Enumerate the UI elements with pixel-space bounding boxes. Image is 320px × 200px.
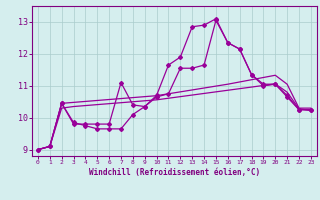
X-axis label: Windchill (Refroidissement éolien,°C): Windchill (Refroidissement éolien,°C) [89, 168, 260, 177]
